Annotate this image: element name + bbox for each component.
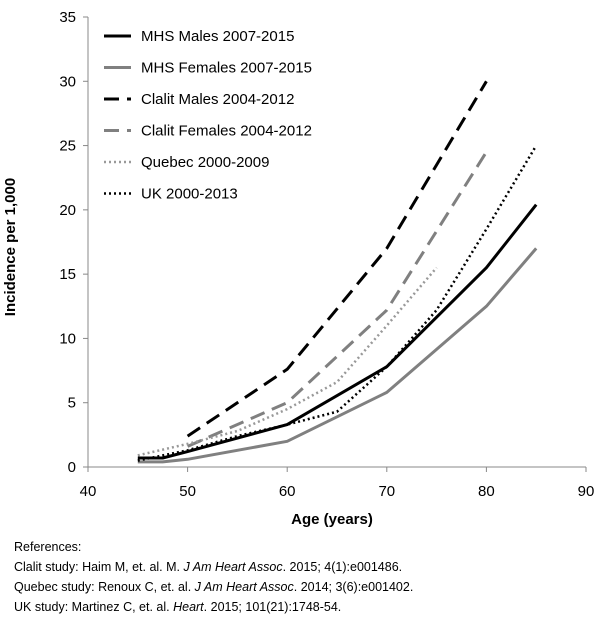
legend-label: Clalit Males 2004-2012 [141, 91, 294, 108]
reference-prefix: UK study: Martinez C, et. al. [14, 600, 174, 614]
legend-label: Quebec 2000-2009 [141, 154, 269, 171]
reference-quebec: Quebec study: Renoux C, et. al. J Am Hea… [14, 577, 599, 597]
x-tick-label: 40 [80, 483, 97, 500]
series-line-2 [137, 247, 538, 464]
reference-journal: J Am Heart Assoc [183, 560, 283, 574]
series-line-6 [137, 144, 538, 462]
x-tick-label: 50 [179, 483, 196, 500]
y-tick-label: 5 [68, 395, 76, 412]
legend-label: UK 2000-2013 [141, 186, 238, 203]
y-tick-label: 20 [59, 202, 76, 219]
reference-suffix: . 2015; 4(1):e001486. [282, 560, 403, 574]
x-tick-label: 70 [378, 483, 395, 500]
chart-ticks: 40 50 60 70 80 90 0 5 10 15 20 25 30 35 [59, 9, 594, 500]
x-tick-label: 60 [279, 483, 296, 500]
y-tick-label: 10 [59, 330, 76, 347]
reference-uk: UK study: Martinez C, et. al. Heart. 201… [14, 597, 599, 617]
x-axis-title: Age (years) [291, 511, 373, 528]
series-line-4 [186, 151, 488, 448]
legend-label: Clalit Females 2004-2012 [141, 123, 312, 140]
chart-legend: MHS Males 2007-2015 MHS Females 2007-2015… [104, 28, 312, 203]
reference-prefix: Clalit study: Haim M, et. al. M. [14, 560, 184, 574]
references-heading: References: [14, 540, 82, 554]
y-axis-title: Incidence per 1,000 [2, 178, 19, 316]
reference-journal: Heart [173, 600, 204, 614]
series-line-3 [186, 80, 488, 438]
references-block: References: Clalit study: Haim M, et. al… [14, 537, 599, 617]
reference-suffix: . 2014; 3(6):e001402. [293, 580, 414, 594]
legend-label: MHS Males 2007-2015 [141, 28, 294, 45]
y-tick-label: 35 [59, 9, 76, 26]
series-line-5 [137, 266, 438, 457]
reference-suffix: . 2015; 101(21):1748-54. [203, 600, 342, 614]
chart-series [137, 80, 538, 464]
reference-journal: J Am Heart Assoc [194, 580, 294, 594]
line-chart: 40 50 60 70 80 90 0 5 10 15 20 25 30 35 MHS Males 200… [2, 9, 594, 528]
series-line-1 [137, 203, 538, 460]
y-tick-label: 0 [68, 459, 76, 476]
y-tick-label: 15 [59, 266, 76, 283]
x-tick-label: 80 [478, 483, 495, 500]
x-tick-label: 90 [578, 483, 595, 500]
y-tick-label: 30 [59, 73, 76, 90]
chart-axes [87, 17, 586, 468]
reference-prefix: Quebec study: Renoux C, et. al. [14, 580, 195, 594]
legend-label: MHS Females 2007-2015 [141, 60, 312, 77]
y-tick-label: 25 [59, 138, 76, 155]
reference-clalit: Clalit study: Haim M, et. al. M. J Am He… [14, 557, 599, 577]
